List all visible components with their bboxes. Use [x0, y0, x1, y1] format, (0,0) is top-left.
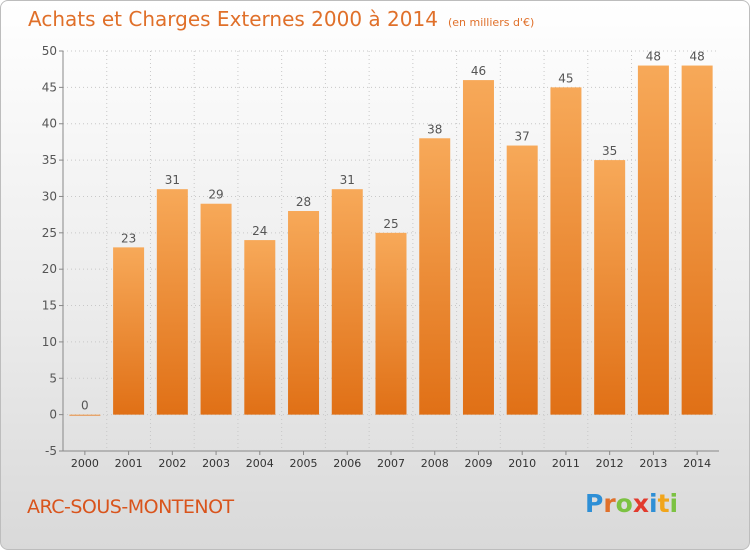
y-tick-label: 15 [42, 299, 57, 313]
y-tick-label: 40 [42, 117, 57, 131]
bar-2001 [113, 247, 145, 415]
value-label: 0 [81, 399, 89, 413]
value-label: 48 [689, 50, 704, 64]
category-label: 2005 [290, 457, 318, 470]
y-tick-label: 50 [42, 44, 57, 58]
y-tick-label: 0 [49, 408, 57, 422]
axes [59, 50, 719, 455]
category-label: 2009 [464, 457, 492, 470]
category-label: 2003 [202, 457, 230, 470]
bar-2008 [419, 138, 451, 415]
labels: -5 0 5 10 15 20 25 30 35 40 45 50 0 2000 23 2001 31 2002 2… [42, 44, 711, 470]
value-label: 35 [602, 144, 617, 158]
y-tick-label: 35 [42, 153, 57, 167]
category-label: 2007 [377, 457, 405, 470]
logo-letter: x [632, 489, 649, 518]
bar-2010 [506, 145, 538, 415]
logo-letter: t [657, 489, 670, 518]
place-name: ARC-SOUS-MONTENOT [27, 496, 234, 518]
value-label: 37 [515, 130, 530, 144]
value-label: 48 [646, 50, 661, 64]
value-label: 23 [121, 231, 136, 245]
category-label: 2011 [552, 457, 580, 470]
category-label: 2010 [508, 457, 536, 470]
value-label: 24 [252, 224, 267, 238]
category-label: 2001 [115, 457, 143, 470]
value-label: 38 [427, 122, 442, 136]
y-tick-label: 25 [42, 226, 57, 240]
bar-2007 [375, 232, 407, 415]
category-label: 2014 [683, 457, 711, 470]
value-label: 31 [165, 173, 180, 187]
category-label: 2004 [246, 457, 274, 470]
chart-title: Achats et Charges Externes 2000 à 2014 (e… [28, 7, 535, 31]
logo-letter: r [603, 489, 616, 518]
y-tick-label: 30 [42, 189, 57, 203]
y-tick-label: 20 [42, 262, 57, 276]
category-label: 2000 [71, 457, 99, 470]
value-label: 25 [383, 217, 398, 231]
bar-2012 [594, 160, 626, 415]
value-label: 31 [340, 173, 355, 187]
logo-letter: i [669, 489, 679, 518]
logo-letter: P [585, 489, 604, 518]
category-label: 2012 [596, 457, 624, 470]
bar-2000 [69, 414, 101, 416]
bar-2009 [462, 80, 494, 415]
bar-2002 [156, 189, 188, 415]
bars [69, 65, 713, 416]
y-tick-label: 5 [49, 371, 57, 385]
chart-subtitle: (en milliers d'€) [447, 16, 535, 29]
proxiti-logo: Proxiti [585, 489, 678, 518]
y-tick-label: -5 [45, 444, 57, 458]
bar-2005 [288, 211, 320, 415]
category-label: 2002 [158, 457, 186, 470]
bar-2013 [637, 65, 669, 415]
y-tick-label: 10 [42, 335, 57, 349]
category-label: 2008 [421, 457, 449, 470]
logo-letter: o [615, 489, 633, 518]
bar-2011 [550, 87, 582, 415]
y-tick-label: 45 [42, 80, 57, 94]
value-label: 29 [208, 188, 223, 202]
bar-2003 [200, 203, 232, 415]
logo-letter: i [649, 489, 658, 518]
value-label: 45 [558, 71, 573, 85]
bar-2004 [244, 240, 276, 415]
value-label: 46 [471, 64, 486, 78]
category-label: 2013 [639, 457, 667, 470]
value-label: 28 [296, 195, 311, 209]
category-label: 2006 [333, 457, 361, 470]
bar-2014 [681, 65, 713, 415]
bar-2006 [331, 189, 363, 415]
